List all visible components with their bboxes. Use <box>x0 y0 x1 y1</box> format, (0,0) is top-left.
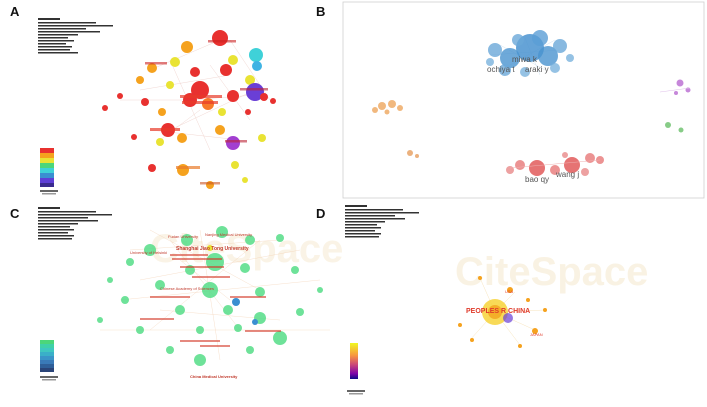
panel-b-purple-cluster <box>659 79 691 95</box>
panel-b-blue-cluster <box>486 30 574 77</box>
panel-d-watermark: CiteSpace <box>455 250 648 294</box>
panel-c-network: CiteSpace <box>38 207 343 381</box>
panel-a-node-labels <box>145 40 268 185</box>
panel-b-label-miwa: miwa k <box>512 55 538 64</box>
panel-c-label-shanghai-jiao-tong: Shanghai Jiao Tong University <box>176 246 249 252</box>
panel-b-label-ochiya: ochiya t <box>487 65 515 74</box>
panel-c-label-fudan: Fudan University <box>168 234 198 239</box>
panel-letter-a: A <box>10 4 20 19</box>
panel-c-year-legend <box>40 340 54 372</box>
panel-c-accent-nodes <box>207 245 258 325</box>
panel-b-frame <box>342 1 705 199</box>
panel-d-nodes <box>458 276 547 348</box>
panel-a-year-legend <box>40 148 54 187</box>
panel-b-label-wang: wang j <box>555 170 579 179</box>
panel-a-network <box>38 18 276 195</box>
panel-c-citespace-logo <box>40 376 58 381</box>
panel-b-green-cluster <box>665 122 684 133</box>
panel-d-citespace-logo <box>347 390 365 395</box>
panel-letter-c: C <box>10 206 20 221</box>
panel-b-label-araki: araki y <box>525 65 549 74</box>
panel-d-network: CiteSpace PEOPLES R CHINA JAPAN USA <box>345 205 648 395</box>
panel-d-label-china: PEOPLES R CHINA <box>466 308 530 315</box>
panel-c-label-cas: Chinese Academy of Sciences <box>160 286 214 291</box>
panel-c-info-text <box>38 207 112 240</box>
panel-c-label-china-medical: China Medical University <box>190 374 238 379</box>
panel-d-color-scale <box>350 343 358 379</box>
panel-letter-b: B <box>316 4 326 19</box>
panel-a-nodes <box>102 30 276 189</box>
panel-letter-d: D <box>316 206 326 221</box>
panel-b-red-cluster <box>506 152 604 176</box>
panel-c-minor-labels <box>140 254 281 347</box>
panel-d-label-usa: USA <box>505 289 514 294</box>
panel-d-info-text <box>345 205 419 238</box>
panel-b-orange-cluster <box>372 100 419 158</box>
panel-c-label-nanjing: Nanjing Medical University <box>205 232 252 237</box>
panel-b-network: miwa k ochiya t araki y bao qy wang j <box>342 1 705 199</box>
panel-a-info-text <box>38 18 113 54</box>
panel-b-label-bao: bao qy <box>525 175 549 184</box>
panel-c-nodes <box>97 226 323 366</box>
panel-a-citespace-logo <box>40 190 58 195</box>
panel-c-label-helsinki: University of Helsinki <box>130 250 167 255</box>
panel-d-label-japan: JAPAN <box>530 332 543 337</box>
